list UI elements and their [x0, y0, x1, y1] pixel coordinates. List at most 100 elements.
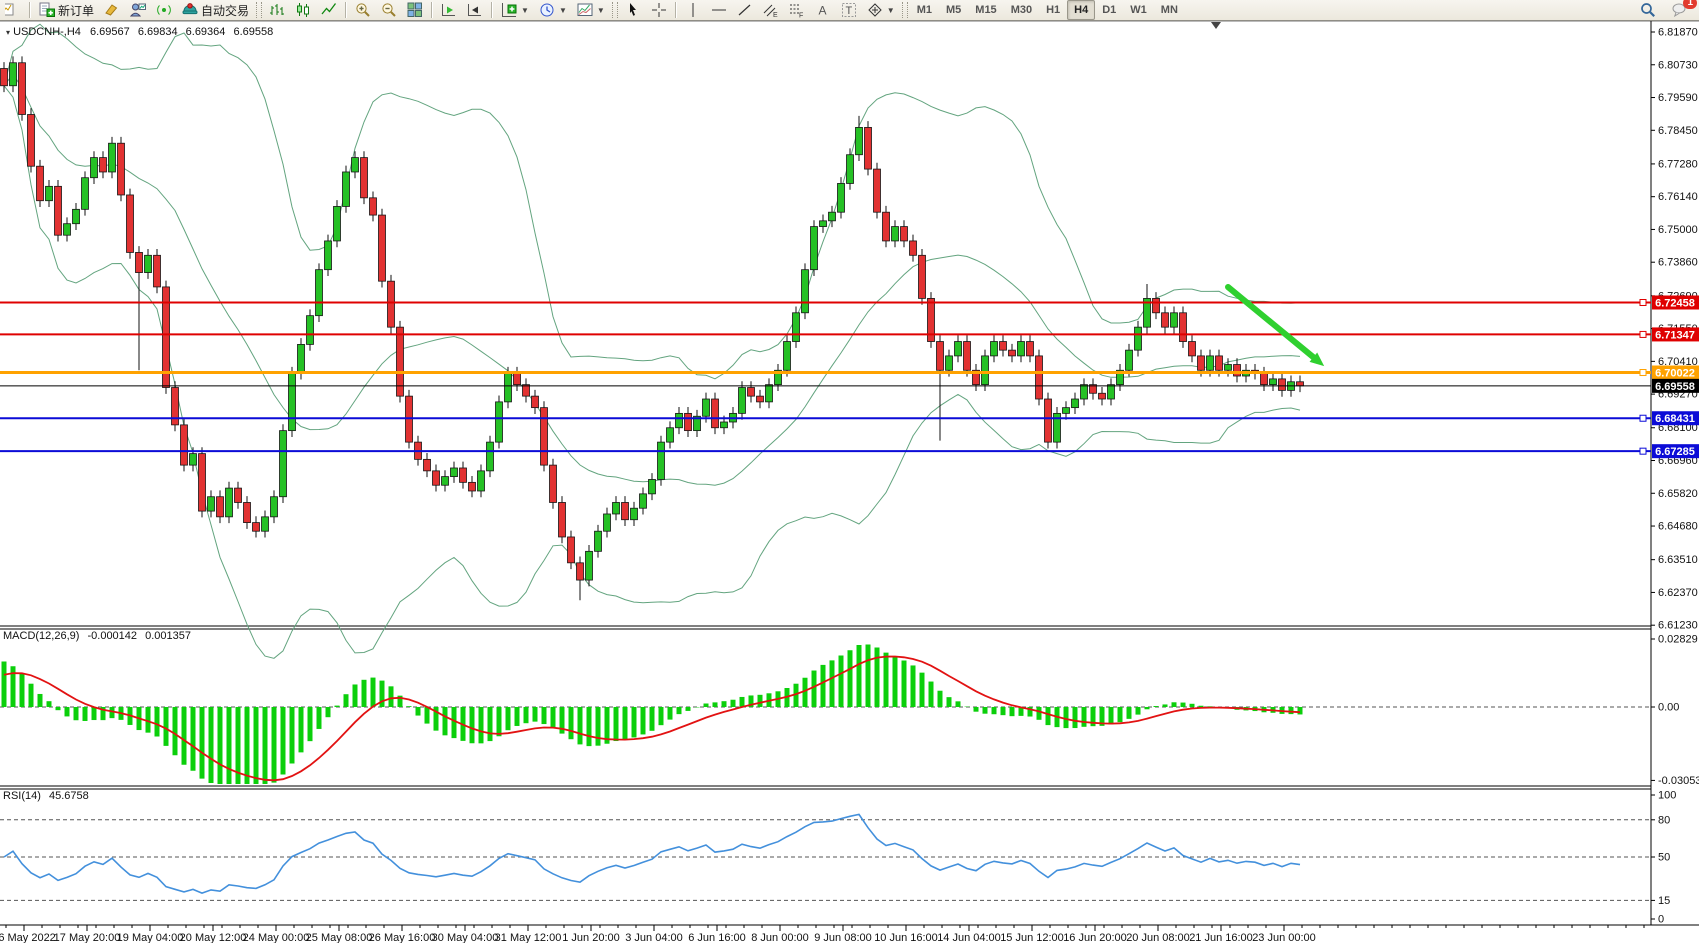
toolbar-button-periods[interactable]: ▼	[535, 0, 571, 20]
price-tag-text: 6.68431	[1655, 413, 1695, 425]
bollinger-lower	[3, 85, 1301, 659]
toolbar-button-chart-shift[interactable]	[463, 0, 487, 20]
candle-bull	[81, 177, 89, 210]
timeframe-button-h4[interactable]: H4	[1067, 0, 1096, 20]
toolbar-button-new-order[interactable]: 新订单	[35, 0, 98, 20]
price-axis-label: 6.73860	[1658, 257, 1698, 269]
timeframe-button-mn[interactable]: MN	[1160, 4, 1178, 16]
candle-bull	[351, 157, 359, 173]
chart-bars-icon	[270, 4, 285, 15]
level-handle[interactable]	[1639, 414, 1647, 422]
toolbar-button-text[interactable]: A	[811, 0, 835, 20]
svg-text:E: E	[773, 12, 778, 18]
candle-bear	[18, 62, 26, 115]
time-axis-label: 20 May 12:00	[180, 932, 247, 943]
svg-text:T: T	[845, 5, 852, 17]
trend-arrow[interactable]	[1225, 284, 1325, 367]
candle-bull	[837, 183, 845, 213]
candle-bull	[9, 62, 17, 87]
candle-bull	[288, 372, 296, 432]
toolbar-button-horizontal-line[interactable]	[707, 0, 731, 20]
candle-bear	[459, 467, 467, 483]
candle-bull	[639, 493, 647, 509]
zoom-in-icon	[356, 3, 370, 17]
price-axis-label: 6.61230	[1658, 620, 1698, 632]
rsi-axis-label: 100	[1658, 790, 1676, 802]
level-handle[interactable]	[1639, 447, 1647, 455]
candle-bull	[702, 398, 710, 417]
candle-bull	[270, 496, 278, 518]
candle-bull	[72, 208, 80, 225]
toolbar-button-templates[interactable]: ▼	[573, 0, 609, 20]
level-handle[interactable]	[1639, 299, 1647, 307]
chevron-down-icon[interactable]: ▼	[596, 5, 605, 15]
candle-bear	[1179, 312, 1187, 342]
candle-bear	[432, 470, 440, 486]
toolbar-button-chart-bars[interactable]	[265, 0, 289, 20]
macd-pane: 0.02829 0.00 -0.030537	[0, 633, 1699, 787]
time-axis-label: 14 Jun 04:00	[937, 932, 1001, 943]
candle-bull	[792, 312, 800, 342]
toolbar-button-trendline[interactable]	[733, 0, 757, 20]
candle-bull	[720, 421, 728, 429]
chevron-down-icon[interactable]: ▼	[521, 5, 529, 15]
toolbar-button-zoom-out[interactable]	[377, 0, 401, 20]
toolbar-button-cursor[interactable]	[621, 0, 645, 20]
cursor-icon	[629, 3, 636, 16]
timeframe-button-m5[interactable]: M5	[946, 4, 962, 16]
toolbar-button-chart-candles[interactable]	[291, 0, 315, 20]
toolbar-button-signals[interactable]	[152, 0, 176, 20]
toolbar-button-expert-advisors[interactable]	[126, 0, 150, 20]
timeframe-button-h1[interactable]: H1	[1046, 4, 1061, 16]
candle-bear	[162, 286, 170, 388]
candle-bull	[1116, 369, 1124, 386]
timeframe-button-m1[interactable]: M1	[916, 4, 932, 16]
timeframe-button-w1[interactable]: W1	[1130, 4, 1147, 16]
candle-bear	[1044, 398, 1052, 443]
candle-bear	[684, 412, 692, 432]
candle-bull	[810, 226, 818, 271]
candle-bull	[828, 211, 836, 222]
toolbar-button-zoom-in[interactable]	[351, 0, 375, 20]
toolbar-button-tile-windows[interactable]	[403, 0, 427, 20]
toolbar-button-clipped-chart[interactable]	[1, 0, 25, 20]
chart-dropdown-arrow-icon[interactable]: ▾	[6, 28, 11, 37]
candle-bear	[153, 254, 161, 288]
toolbar-button-vertical-line[interactable]	[681, 0, 705, 20]
toolbar-button-indicators[interactable]: ▼	[497, 0, 533, 20]
level-handle[interactable]	[1639, 369, 1647, 377]
toolbar-button-chart-line[interactable]	[317, 0, 341, 20]
candle-bull	[603, 513, 611, 532]
chevron-down-icon[interactable]: ▼	[558, 5, 567, 15]
toolbar-button-chat[interactable]: 1	[1668, 0, 1697, 20]
svg-text:A: A	[818, 4, 826, 18]
candle-bull	[801, 269, 809, 314]
level-handle[interactable]	[1639, 330, 1647, 338]
chart-info-line[interactable]: ▾ USDCNH-,H4 6.69567 6.69834 6.69364 6.6…	[6, 26, 273, 38]
toolbar-button-text-label[interactable]: T	[837, 0, 861, 20]
candle-bear	[1008, 349, 1016, 357]
toolbar-button-crosshair[interactable]	[647, 0, 671, 20]
toolbar-button-arrows-shapes[interactable]: ▼	[863, 0, 899, 20]
rsi-indicator-label: RSI(14)	[3, 790, 41, 802]
candle-bear	[756, 395, 764, 403]
toolbar-button-auto-scroll[interactable]	[437, 0, 461, 20]
chart-shift-marker-icon[interactable]	[1211, 22, 1221, 29]
timeframe-button-m30[interactable]: M30	[1010, 4, 1033, 16]
toolbar-button-fibonacci[interactable]: F	[785, 0, 809, 20]
toolbar-button-auto-trading[interactable]: 自动交易	[178, 0, 253, 20]
candle-bear	[918, 254, 926, 299]
level-lines[interactable]: 6.72458 6.71347 6.70022 6.68431 6.67285 6.695…	[0, 295, 1699, 459]
new-order-icon	[39, 2, 55, 17]
toolbar-button-search[interactable]	[1636, 0, 1660, 20]
toolbar-button-highlighter[interactable]	[100, 0, 124, 20]
chevron-down-icon[interactable]: ▼	[886, 5, 895, 15]
timeframe-button-m15[interactable]: M15	[975, 4, 997, 16]
toolbar-button-equidistant-channel[interactable]: E	[759, 0, 783, 20]
candle-bull	[675, 412, 683, 429]
chat-notification-badge: 1	[1683, 0, 1697, 9]
timeframe-button-d1[interactable]: D1	[1102, 4, 1117, 16]
